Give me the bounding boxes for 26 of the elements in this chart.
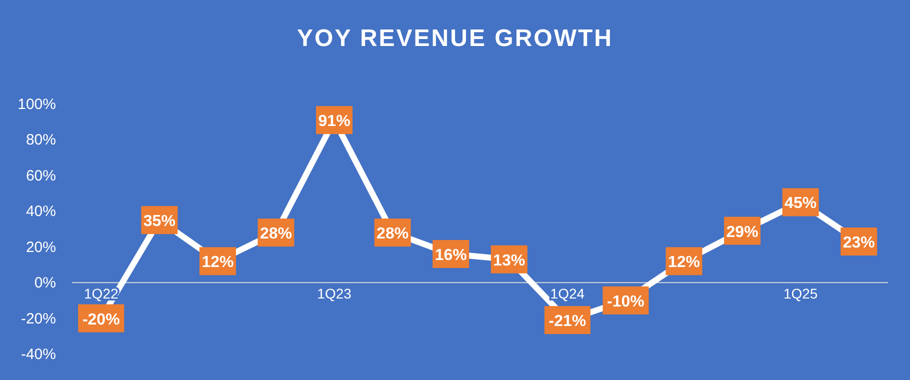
data-label: -21% <box>548 313 586 330</box>
x-tick-label: 1Q23 <box>317 286 352 302</box>
data-label: 28% <box>376 226 409 243</box>
data-label: 91% <box>318 113 350 130</box>
y-tick-label: 100% <box>18 96 56 113</box>
y-tick-label: 0% <box>34 274 56 292</box>
x-tick-label: 1Q24 <box>550 286 585 302</box>
chart-title: YOY REVENUE GROWTH <box>297 25 613 52</box>
data-label: 28% <box>260 226 292 243</box>
data-label: 13% <box>493 252 526 270</box>
data-label: 35% <box>143 213 176 230</box>
y-tick-label: -40% <box>20 346 56 363</box>
y-tick-label: 40% <box>26 203 56 220</box>
data-label: -10% <box>607 293 644 310</box>
x-tick-label: 1Q25 <box>783 286 818 302</box>
data-label: -20% <box>82 311 120 328</box>
data-label: 12% <box>668 254 700 272</box>
data-label: 16% <box>434 247 467 264</box>
y-tick-label: 80% <box>26 132 56 149</box>
data-label: 23% <box>842 234 875 252</box>
y-tick-label: -20% <box>20 310 56 328</box>
data-label: 12% <box>202 254 234 272</box>
y-tick-label: 20% <box>26 238 56 256</box>
y-tick-label: 60% <box>26 167 56 184</box>
data-label: 45% <box>784 195 817 212</box>
data-label: 29% <box>726 224 758 241</box>
